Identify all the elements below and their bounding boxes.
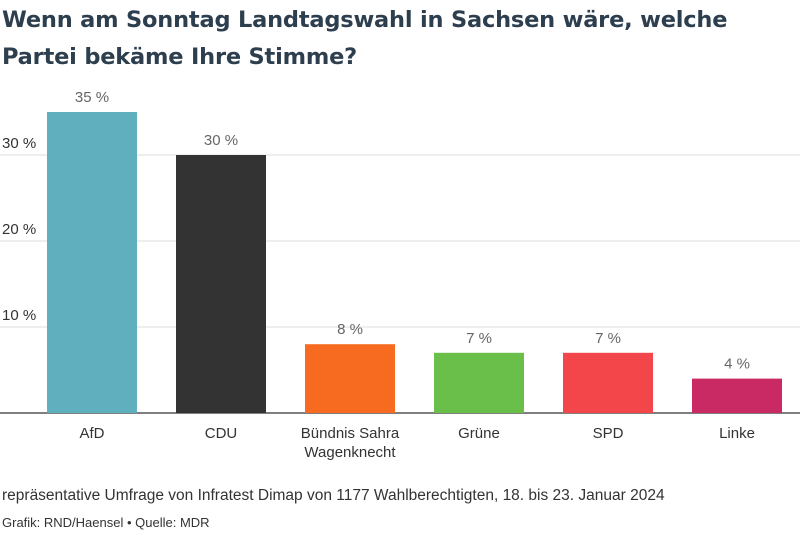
value-label: 35 % [75,89,109,106]
category-label: Linke [719,425,755,442]
bar-1 [176,155,266,413]
bar-4 [563,352,653,413]
category-label: CDU [205,425,238,442]
survey-note: repräsentative Umfrage von Infratest Dim… [2,487,665,504]
bar-5 [692,378,782,413]
value-label: 30 % [204,132,238,149]
value-label: 8 % [337,321,363,338]
category-label: Bündnis Sahra Wagenknecht [301,425,400,461]
y-tick-label: 30 % [2,135,36,152]
bars [47,112,782,413]
category-label: Grüne [458,425,500,442]
chart-title: Wenn am Sonntag Landtagswahl in Sachsen … [2,7,728,70]
bar-2 [305,344,395,413]
bar-chart: 10 % 20 % 30 % 35 % AfD 30 % CDU 8 % Bündnis Sah… [0,89,800,461]
value-label: 7 % [595,330,621,347]
category-label: AfD [79,425,104,442]
y-tick-label: 20 % [2,221,36,238]
value-label: 7 % [466,330,492,347]
bar-3 [434,352,524,413]
category-label: SPD [593,425,624,442]
source-credit: Grafik: RND/Haensel • Quelle: MDR [2,515,210,530]
value-label: 4 % [724,356,750,373]
bar-0 [47,112,137,413]
labels: 10 % 20 % 30 % 35 % AfD 30 % CDU 8 % Bündnis Sah… [2,89,755,461]
y-tick-label: 10 % [2,307,36,324]
